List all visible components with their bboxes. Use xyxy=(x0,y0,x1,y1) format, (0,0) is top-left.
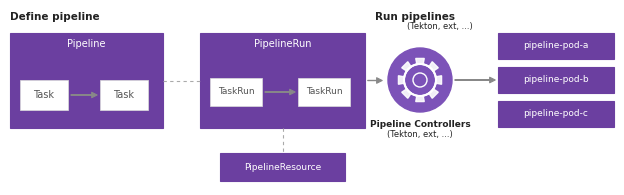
Circle shape xyxy=(388,48,452,112)
Bar xyxy=(498,67,614,93)
FancyArrowPatch shape xyxy=(455,77,495,83)
Text: TaskRun: TaskRun xyxy=(306,88,343,97)
Polygon shape xyxy=(416,58,424,64)
Bar xyxy=(498,101,614,127)
Bar xyxy=(210,78,262,106)
Polygon shape xyxy=(402,62,411,71)
Text: Define pipeline: Define pipeline xyxy=(10,12,100,22)
Text: Pipeline Controllers: Pipeline Controllers xyxy=(369,120,470,129)
Bar xyxy=(20,80,68,110)
Text: pipeline-pod-b: pipeline-pod-b xyxy=(523,75,589,84)
Bar xyxy=(498,33,614,59)
Text: PipelineRun: PipelineRun xyxy=(254,39,311,49)
FancyArrowPatch shape xyxy=(71,92,97,98)
Bar xyxy=(100,80,148,110)
Polygon shape xyxy=(436,76,442,84)
Text: TaskRun: TaskRun xyxy=(218,88,255,97)
Text: pipeline-pod-c: pipeline-pod-c xyxy=(524,110,588,119)
Polygon shape xyxy=(398,76,404,84)
Text: (Tekton, ext, ...): (Tekton, ext, ...) xyxy=(387,130,453,139)
Text: Pipeline: Pipeline xyxy=(67,39,105,49)
Polygon shape xyxy=(429,62,438,71)
Bar xyxy=(220,153,345,181)
Text: pipeline-pod-a: pipeline-pod-a xyxy=(524,42,588,51)
FancyArrowPatch shape xyxy=(368,78,383,83)
Polygon shape xyxy=(416,96,424,102)
Text: Task: Task xyxy=(114,90,135,100)
FancyArrowPatch shape xyxy=(265,89,295,95)
Text: (Tekton, ext, ...): (Tekton, ext, ...) xyxy=(407,22,473,31)
Circle shape xyxy=(413,73,427,87)
Bar xyxy=(10,33,163,128)
Polygon shape xyxy=(402,89,411,98)
Text: Task: Task xyxy=(34,90,54,100)
Polygon shape xyxy=(429,89,438,98)
Bar xyxy=(200,33,365,128)
Text: Run pipelines: Run pipelines xyxy=(375,12,455,22)
Text: PipelineResource: PipelineResource xyxy=(244,162,321,171)
Bar xyxy=(298,78,350,106)
